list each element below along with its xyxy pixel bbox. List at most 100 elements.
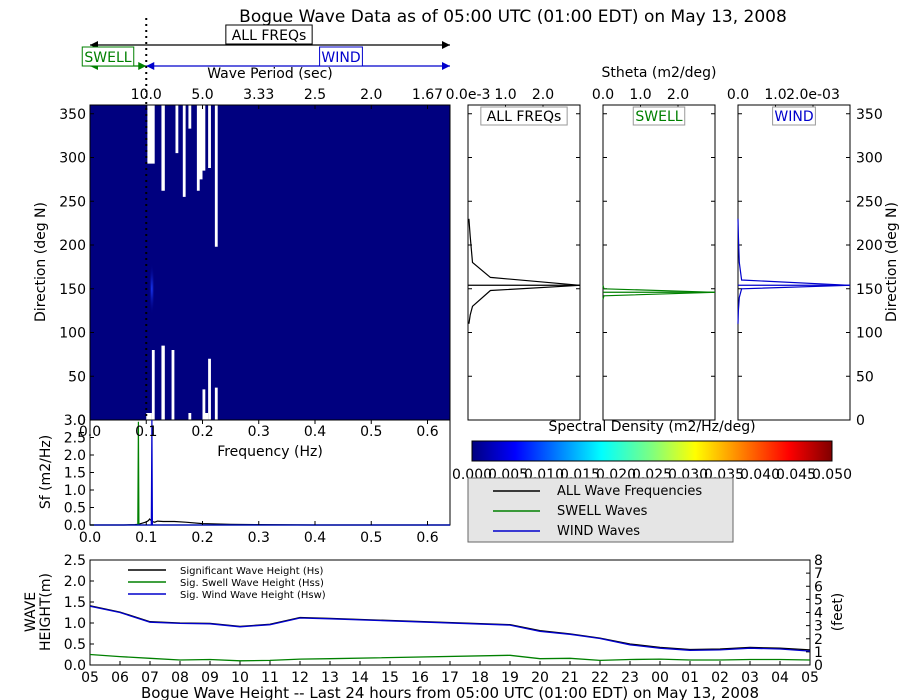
heatmap-void-cell xyxy=(214,387,218,420)
heatmap-void-cell xyxy=(188,413,192,420)
heatmap-ylabel: Direction (deg N) xyxy=(33,202,49,322)
period-axis-label: Wave Period (sec) xyxy=(207,66,333,82)
stheta-tick-label: 2.0e-03 xyxy=(786,87,840,103)
direction-right-ytick-label: 0 xyxy=(856,413,865,429)
feet-tick-label: 4 xyxy=(814,606,823,622)
hour-tick-label: 00 xyxy=(651,670,669,686)
freq-bottom-xtick-label: 0.0 xyxy=(79,530,101,546)
heatmap-void-cell xyxy=(208,358,211,420)
freq-bottom-xtick-label: 0.1 xyxy=(135,530,157,546)
series-legend: ALL Wave Frequencies SWELL Waves WIND Wave… xyxy=(467,477,734,543)
direction-panel-label-box xyxy=(772,106,816,126)
hour-tick-label: 05 xyxy=(801,670,819,686)
direction-panel-wind xyxy=(737,104,851,421)
spectral-density-colorbar: Spectral Density (m2/Hz/deg)0.0000.0050.… xyxy=(452,419,852,483)
stheta-tick-label: 0.0 xyxy=(727,87,749,103)
wind-band-arrow-left xyxy=(146,62,155,70)
heatmap-ytick-label: 350 xyxy=(59,107,86,123)
swell-band-label: SWELL xyxy=(84,50,131,66)
hour-tick-label: 06 xyxy=(111,670,129,686)
heatmap-void-cell xyxy=(175,105,179,154)
frequency-spectrum-plot: 0.00.00.10.10.20.20.30.30.40.40.50.50.60… xyxy=(38,413,451,546)
heatmap-ytick-label: 300 xyxy=(59,151,86,167)
period-tick-label: 2.0 xyxy=(360,87,382,103)
hour-tick-label: 19 xyxy=(501,670,519,686)
hour-tick-label: 02 xyxy=(711,670,729,686)
direction-panel-label-box xyxy=(480,106,568,126)
freq-ytick-label: 3.0 xyxy=(64,413,86,429)
freq-ylabel: Sf (m2/Hz) xyxy=(38,435,54,509)
wave-height-ytick-label: 2.0 xyxy=(64,574,86,590)
heatmap-ytick-label: 200 xyxy=(59,238,86,254)
hour-tick-label: 17 xyxy=(441,670,459,686)
direction-right-ytick-label: 150 xyxy=(856,282,883,298)
wind-band-label: WIND xyxy=(321,50,360,66)
hour-tick-label: 16 xyxy=(411,670,429,686)
freq-ytick-label: 1.5 xyxy=(64,466,86,482)
hour-tick-label: 09 xyxy=(201,670,219,686)
feet-tick-label: 0 xyxy=(814,658,823,674)
heatmap-ytick-label: 0 xyxy=(77,413,86,429)
feet-tick-label: 5 xyxy=(814,592,823,608)
freq-ytick-label: 2.5 xyxy=(64,431,86,447)
feet-tick-label: 8 xyxy=(814,553,823,569)
freq-bottom-xtick-label: 0.3 xyxy=(248,530,270,546)
feet-tick-label: 3 xyxy=(814,619,823,635)
wave-height-timeseries-plot: 05 06 07 08 09 10 11 12 13 14 15 16 17 18 19 20 21 22 23 00… xyxy=(23,553,846,700)
freq-bottom-xtick-label: 0.4 xyxy=(304,530,326,546)
direction-panel-label-wind: WIND xyxy=(774,109,813,125)
hour-tick-label: 23 xyxy=(621,670,639,686)
hour-tick-label: 15 xyxy=(381,670,399,686)
legend-label-wind: WIND Waves xyxy=(557,524,640,539)
heatmap-void-cell xyxy=(202,389,206,420)
freq-top-xtick-label: 0.4 xyxy=(304,424,326,440)
hour-tick-label: 05 xyxy=(81,670,99,686)
stheta-tick-label: 1.0 xyxy=(764,87,786,103)
feet-tick-label: 2 xyxy=(814,632,823,648)
wave-height-ylabel-line1: WAVE xyxy=(23,592,39,632)
direction-panel-all xyxy=(467,104,581,421)
freq-bottom-xtick-label: 0.6 xyxy=(416,530,438,546)
stheta-tick-label: 0.0 xyxy=(592,87,614,103)
stheta-tick-label: 2.0 xyxy=(667,87,689,103)
hour-tick-label: 12 xyxy=(291,670,309,686)
colorbar-tick-label: 0.050 xyxy=(812,467,852,483)
freq-ytick-label: 0.5 xyxy=(64,501,86,517)
wave-height-xlabel: Bogue Wave Height -- Last 24 hours from … xyxy=(141,684,759,700)
heatmap-peak xyxy=(149,262,155,315)
wave-height-legend-label-wind: Sig. Wind Wave Height (Hsw) xyxy=(180,590,326,601)
band-annotations: ALL FREQs SWELL WIND xyxy=(81,24,450,70)
freq-bottom-xtick-label: 0.5 xyxy=(360,530,382,546)
period-tick-label: 10.0 xyxy=(131,87,162,103)
period-tick-label: 3.33 xyxy=(243,87,274,103)
freq-top-xtick-label: 0.1 xyxy=(135,424,157,440)
stheta-tick-label: 0.0e-3 xyxy=(446,87,491,103)
feet-tick-label: 1 xyxy=(814,645,823,661)
freq-top-xtick-label: 0.5 xyxy=(360,424,382,440)
freq-ytick-label: 0.0 xyxy=(64,518,86,534)
colorbar-tick-label: 0.040 xyxy=(740,467,780,483)
legend-label-all: ALL Wave Frequencies xyxy=(557,484,702,499)
feet-tick-label: 6 xyxy=(814,579,823,595)
direction-panel-label-all: ALL FREQs xyxy=(487,109,562,125)
freq-bottom-xtick-label: 0.2 xyxy=(191,530,213,546)
stheta-tick-label: 1.0 xyxy=(629,87,651,103)
freq-top-xtick-label: 0.3 xyxy=(248,424,270,440)
direction-right-ytick-label: 100 xyxy=(856,326,883,342)
wave-height-legend-label-swell: Sig. Swell Wave Height (Hss) xyxy=(180,578,324,589)
wave-height-legend-label-all: Significant Wave Height (Hs) xyxy=(180,566,323,577)
figure-title: Bogue Wave Data as of 05:00 UTC (01:00 E… xyxy=(239,7,787,27)
period-tick-label: 2.5 xyxy=(304,87,326,103)
direction-right-ytick-label: 250 xyxy=(856,194,883,210)
swell-band-label-box xyxy=(81,46,135,67)
wave-height-series-wind xyxy=(89,605,811,652)
direction-panel-swell xyxy=(602,104,716,421)
wave-height-right-ylabel: (feet) xyxy=(830,593,846,632)
heatmap-void-cell xyxy=(147,105,155,164)
heatmap-ytick-label: 50 xyxy=(68,369,86,385)
wind-band-label-box xyxy=(319,46,363,67)
wave-height-ytick-label: 0.5 xyxy=(64,637,86,653)
wave-height-ytick-label: 1.5 xyxy=(64,595,86,611)
period-tick-label: 5.0 xyxy=(191,87,213,103)
